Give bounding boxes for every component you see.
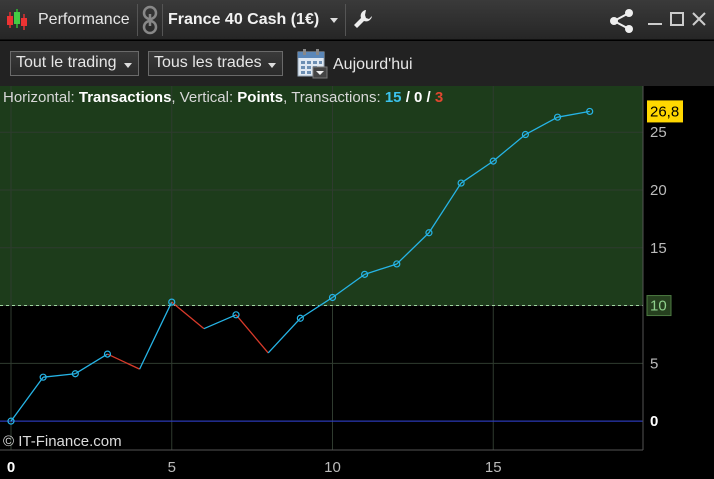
toolbar: Tout le trading Tous les trades Aujourd'…	[0, 41, 714, 86]
separator	[162, 4, 163, 36]
trade-point	[361, 270, 369, 278]
equity-segment	[43, 373, 76, 378]
y-tick-label: 20	[650, 182, 667, 199]
equity-segment	[10, 376, 44, 422]
trade-point	[232, 311, 240, 319]
equity-segment	[139, 301, 173, 370]
x-tick-label: 0	[7, 459, 15, 476]
trade-point	[168, 298, 176, 306]
reference-level-badge	[646, 295, 672, 317]
copyright-text: © IT-Finance.com	[3, 433, 122, 450]
y-tick-label: 5	[650, 355, 658, 372]
trade-point	[328, 293, 337, 302]
separator	[137, 4, 138, 36]
transactions-label: , Transactions:	[283, 89, 385, 106]
equity-segment	[74, 353, 108, 375]
x-axis-panel	[0, 450, 714, 479]
share-icon[interactable]	[607, 8, 637, 34]
neutral-count: 0	[414, 89, 423, 106]
minimize-icon[interactable]	[647, 11, 663, 27]
winning-count: 15	[384, 89, 402, 106]
count-separator: /	[422, 89, 435, 106]
trading-filter-dropdown[interactable]: Tout le trading	[10, 51, 139, 76]
x-tick-label: 15	[485, 459, 502, 476]
trades-filter-dropdown[interactable]: Tous les trades	[148, 51, 283, 76]
title-bar: Performance France 40 Cash (1€)	[0, 0, 714, 40]
equity-segment	[364, 263, 398, 275]
last-value-badge	[647, 100, 683, 123]
trade-point	[296, 314, 304, 322]
wrench-icon[interactable]	[352, 8, 374, 30]
chevron-down-icon	[124, 63, 132, 68]
equity-segment	[396, 232, 430, 265]
equity-segment	[107, 353, 140, 370]
instrument-selector[interactable]: France 40 Cash (1€)	[168, 11, 320, 28]
y-tick-label: 15	[650, 240, 667, 257]
separator	[345, 4, 346, 36]
equity-segment	[299, 296, 333, 319]
horizontal-label: Horizontal:	[3, 89, 79, 106]
losing-count: 3	[434, 89, 444, 106]
trades-filter-label: Tous les trades	[154, 54, 262, 71]
equity-segment	[235, 314, 269, 354]
equity-segment	[267, 317, 301, 354]
trade-point	[457, 179, 465, 187]
candlestick-icon	[7, 9, 27, 30]
x-tick-label: 5	[168, 459, 176, 476]
chart-canvas[interactable]: 05101520251005101526,8	[0, 86, 714, 479]
vertical-label: , Vertical:	[171, 89, 238, 106]
profit-zone	[0, 86, 643, 306]
count-separator: /	[401, 89, 415, 106]
chevron-down-icon	[268, 63, 276, 68]
link-icon[interactable]	[141, 5, 159, 35]
equity-segment	[460, 160, 494, 184]
chart-info-bar: Horizontal: Transactions, Vertical: Poin…	[3, 89, 443, 106]
trade-point	[489, 157, 497, 165]
equity-segment	[492, 134, 526, 162]
close-icon[interactable]	[691, 11, 707, 27]
equity-segment	[203, 314, 237, 330]
trade-point	[71, 370, 79, 378]
date-range-label[interactable]: Aujourd'hui	[333, 56, 413, 73]
app-title: Performance	[38, 11, 130, 28]
trading-filter-label: Tout le trading	[16, 54, 117, 71]
horizontal-value: Transactions	[78, 89, 172, 106]
reference-level-label: 10	[650, 298, 667, 315]
equity-segment	[557, 110, 590, 118]
x-tick-label: 10	[324, 459, 341, 476]
trade-point	[103, 350, 112, 358]
trade-point	[586, 107, 594, 116]
trade-point	[7, 417, 15, 425]
equity-segment	[171, 301, 205, 330]
trade-point	[425, 229, 433, 237]
equity-segment	[332, 273, 366, 298]
y-tick-label: 0	[650, 413, 658, 430]
y-tick-label: 25	[650, 124, 667, 141]
trade-point	[393, 260, 401, 268]
chevron-down-icon[interactable]	[330, 18, 338, 23]
trade-point	[521, 130, 530, 139]
equity-segment	[525, 116, 558, 136]
equity-segment	[428, 182, 462, 234]
trade-point	[553, 113, 562, 121]
y-axis-panel	[643, 86, 714, 479]
performance-chart: 05101520251005101526,8 Horizontal: Trans…	[0, 86, 714, 479]
trade-point	[39, 373, 47, 381]
calendar-icon[interactable]	[296, 47, 328, 79]
maximize-icon[interactable]	[669, 11, 685, 27]
last-value-label: 26,8	[650, 103, 679, 120]
vertical-value: Points	[237, 89, 284, 106]
